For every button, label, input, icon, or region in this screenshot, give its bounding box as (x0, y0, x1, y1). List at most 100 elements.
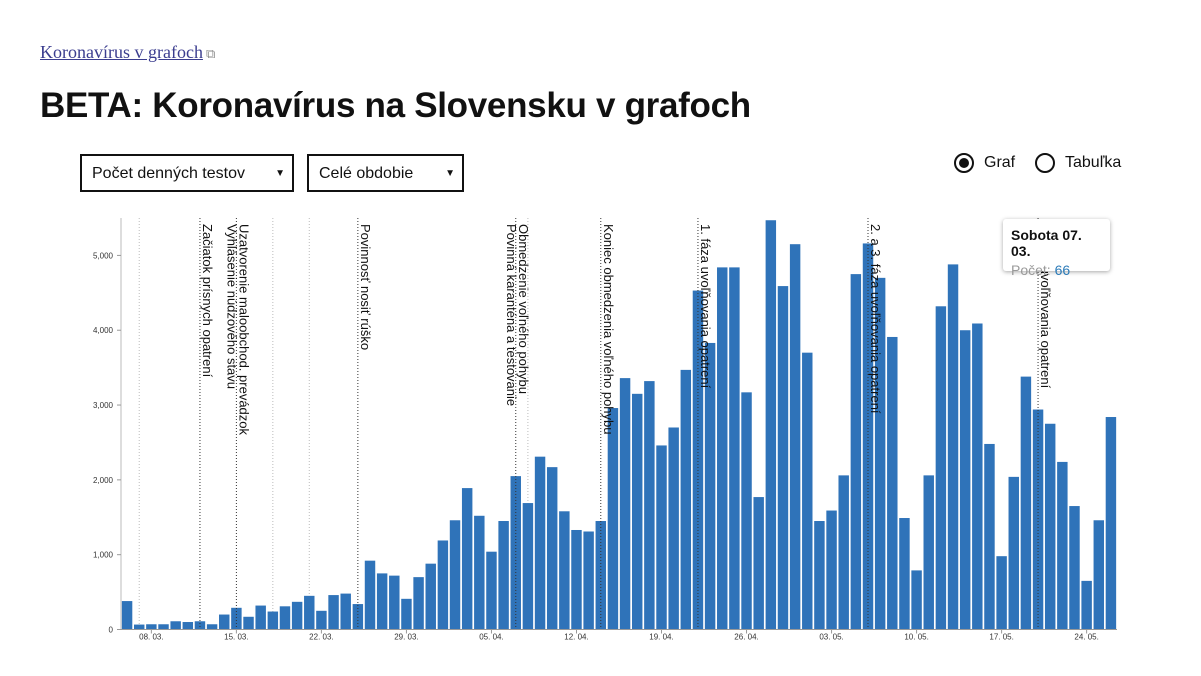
metric-select[interactable]: Počet denných testov ▼ (80, 154, 294, 192)
chevron-down-icon: ▼ (445, 168, 455, 179)
bar (607, 408, 619, 630)
bar (1044, 423, 1056, 630)
bar (449, 520, 461, 630)
bar (899, 518, 910, 630)
bar (425, 563, 436, 630)
bar (911, 570, 922, 630)
bar (753, 497, 764, 630)
y-tick-label: 2,000 (93, 476, 114, 485)
bar (972, 323, 983, 630)
tooltip-title: Sobota 07. 03. (1011, 227, 1082, 259)
radio-tabulka[interactable]: Tabuľka (1035, 153, 1121, 173)
bar (704, 342, 716, 630)
x-tick-label: 19. 04. (649, 633, 673, 642)
period-select[interactable]: Celé obdobie ▼ (307, 154, 464, 192)
bar (644, 381, 655, 630)
bar (777, 286, 789, 630)
bar (182, 622, 194, 630)
bar (1008, 476, 1019, 630)
bar (352, 604, 364, 630)
y-tick-label: 4,000 (93, 326, 114, 335)
bar (692, 290, 704, 630)
annotation-label: Uzatvorenie maloobchod. prevádzok (236, 224, 251, 436)
page-title: BETA: Koronavírus na Slovensku v grafoch (40, 86, 751, 125)
bar (717, 267, 728, 630)
bar (583, 531, 594, 630)
link-label: Koronavírus v grafoch (40, 42, 203, 62)
bar (559, 511, 570, 630)
radio-selected-icon[interactable] (954, 153, 974, 173)
annotation-label: 1. fáza uvoľňovania opatrení (698, 224, 713, 389)
bar (1069, 506, 1080, 630)
bar (328, 595, 339, 630)
bar (498, 521, 509, 630)
bar (437, 540, 449, 630)
bar (838, 475, 849, 630)
annotation-label: Povinnosť nosiť rúško (358, 224, 373, 350)
x-tick-label: 29. 03. (394, 633, 418, 642)
bar (376, 573, 388, 630)
bar (1093, 520, 1105, 630)
bar (534, 456, 546, 630)
bar (1105, 417, 1117, 630)
period-select-value: Celé obdobie (319, 165, 414, 182)
bar (850, 274, 862, 630)
bar (619, 378, 631, 630)
external-link-icon: ⧉ (205, 46, 216, 61)
bar (947, 264, 959, 630)
bar (389, 575, 400, 630)
bar (656, 445, 667, 630)
bar (632, 393, 643, 630)
x-tick-label: 15. 03. (224, 633, 248, 642)
bar (121, 601, 133, 630)
annotation-label: Obmedzenie voľného pohybu (516, 224, 531, 394)
x-tick-label: 05. 04. (479, 633, 503, 642)
x-tick-label: 10. 05. (904, 633, 928, 642)
x-tick-label: 26. 04. (734, 633, 758, 642)
bar (461, 488, 473, 630)
bar (680, 369, 692, 630)
bar (741, 392, 752, 630)
bar (802, 352, 813, 630)
bar (765, 220, 777, 630)
radio-tabulka-label: Tabuľka (1065, 154, 1122, 171)
radio-graf[interactable]: Graf (954, 153, 1015, 173)
bar (219, 614, 230, 630)
bar (486, 551, 497, 630)
annotation-label: Vyhlásenie núdzového stavu (224, 224, 239, 389)
bar (1032, 409, 1044, 630)
bar (206, 624, 218, 630)
tooltip-line: Počet: 66 (1011, 262, 1102, 278)
bar (887, 336, 898, 630)
bar (522, 503, 534, 630)
bar (413, 577, 424, 630)
bar (729, 267, 740, 630)
bar (874, 277, 886, 630)
bar (401, 598, 412, 630)
chart-tooltip: Sobota 07. 03. Počet: 66 (1003, 219, 1110, 278)
bar (510, 476, 521, 630)
bar (668, 427, 679, 630)
bar (959, 330, 971, 630)
annotation-label: Začiatok prísnych opatrení (200, 224, 215, 378)
bar (316, 610, 327, 630)
bar (996, 556, 1007, 630)
x-tick-label: 08. 03. (139, 633, 163, 642)
bar (935, 306, 947, 630)
y-tick-label: 5,000 (93, 251, 114, 260)
bar (789, 244, 801, 630)
chevron-down-icon: ▼ (275, 168, 285, 179)
y-tick-label: 3,000 (93, 401, 114, 410)
koronavirus-grafy-link[interactable]: Koronavírus v grafoch ⧉ (40, 42, 215, 63)
x-tick-label: 12. 04. (564, 633, 588, 642)
annotation-label: Koniec obmedzenia voľného pohybu (601, 224, 616, 435)
bar (134, 624, 145, 630)
x-tick-label: 22. 03. (309, 633, 333, 642)
bar (364, 560, 376, 630)
bar (862, 243, 874, 630)
annotation-label: 2. a 3. fáza uvoľňovania opatrení (868, 224, 883, 414)
y-tick-label: 0 (109, 626, 114, 635)
radio-unselected-icon[interactable] (1035, 153, 1055, 173)
bar (158, 624, 169, 630)
bar (243, 616, 254, 630)
